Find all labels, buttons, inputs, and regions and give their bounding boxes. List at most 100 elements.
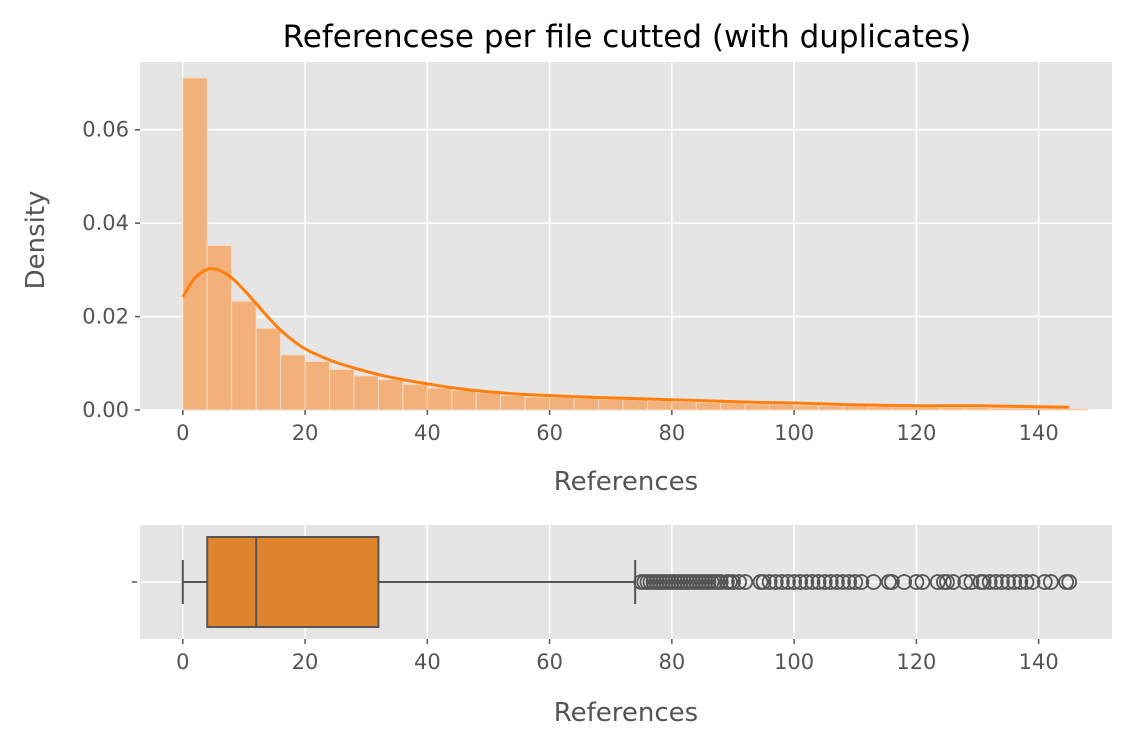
histogram-bar bbox=[744, 403, 771, 411]
outlier-point bbox=[810, 574, 827, 590]
outlier-point bbox=[841, 574, 858, 590]
outlier-point bbox=[896, 574, 913, 590]
boxplot-x-tick-label: 140 bbox=[1019, 650, 1059, 674]
histogram-bar bbox=[1013, 407, 1040, 411]
boxplot-x-tick-label: 80 bbox=[658, 650, 685, 674]
histogram-bar bbox=[255, 327, 282, 411]
boxplot-x-ticks: 0 20 40 60 80 100 120 140 bbox=[176, 639, 1059, 674]
histogram-bar bbox=[304, 360, 331, 411]
histogram-bars bbox=[182, 77, 1089, 411]
chart-title: Referencese per file cutted (with duplic… bbox=[283, 19, 972, 55]
histogram-bar bbox=[793, 404, 820, 411]
outlier-point bbox=[929, 574, 946, 590]
histogram-bar bbox=[231, 300, 257, 411]
outlier-point bbox=[798, 574, 815, 590]
histogram-y-ticks: 0.00 0.02 0.04 0.06 bbox=[82, 118, 140, 422]
histogram-bar bbox=[451, 389, 477, 411]
outlier-point bbox=[712, 574, 729, 590]
histogram-bar bbox=[402, 383, 428, 411]
boxplot-x-tick-label: 60 bbox=[536, 650, 563, 674]
boxplot-x-tick-label: 20 bbox=[292, 650, 319, 674]
outlier-point bbox=[939, 574, 955, 590]
outlier-point bbox=[804, 574, 821, 590]
outlier-point bbox=[1042, 574, 1059, 590]
histogram-bar bbox=[695, 402, 722, 411]
histogram-x-ticks: 0 20 40 60 80 100 120 140 bbox=[176, 410, 1059, 445]
outlier-point bbox=[957, 574, 974, 590]
y-axis-label: Density bbox=[21, 191, 51, 290]
histogram-bar bbox=[426, 387, 453, 411]
outlier-point bbox=[1036, 574, 1053, 590]
histogram-axes: 0 20 40 60 80 100 120 140 0.00 0.02 0.04 0.06 Refe… bbox=[21, 62, 1112, 497]
kde-line bbox=[181, 267, 1070, 409]
histogram-bar bbox=[280, 354, 306, 411]
outlier-point bbox=[1061, 574, 1078, 590]
histogram-bar bbox=[842, 405, 868, 411]
outlier-point bbox=[963, 574, 980, 590]
histogram-bar bbox=[964, 407, 991, 411]
histogram-bar bbox=[353, 375, 379, 411]
outlier-point bbox=[945, 574, 961, 590]
boxplot-marks bbox=[181, 536, 1078, 628]
box-iqr bbox=[206, 536, 380, 628]
outlier-point bbox=[865, 574, 882, 590]
outlier-point bbox=[908, 574, 925, 590]
histogram-bar bbox=[597, 398, 624, 411]
histogram-x-tick-label: 60 bbox=[536, 421, 563, 445]
histogram-x-tick-label: 120 bbox=[896, 421, 936, 445]
histogram-bar bbox=[989, 407, 1015, 411]
outlier-point bbox=[987, 574, 1004, 590]
outlier-point bbox=[975, 574, 992, 590]
histogram-y-tick-label: 0.00 bbox=[82, 398, 129, 422]
boxplot-x-tick-label: 0 bbox=[176, 650, 189, 674]
outlier-point bbox=[1000, 574, 1016, 590]
histogram-bar bbox=[720, 402, 746, 411]
histogram-x-tick-label: 100 bbox=[774, 421, 814, 445]
histogram-x-tick-label: 40 bbox=[414, 421, 441, 445]
histogram-x-axis-label: References bbox=[554, 467, 698, 497]
outlier-point bbox=[780, 574, 796, 590]
boxplot-x-tick-label: 120 bbox=[896, 650, 936, 674]
histogram-y-tick-label: 0.02 bbox=[82, 305, 129, 329]
histogram-bar bbox=[377, 379, 404, 411]
outlier-point bbox=[767, 574, 784, 590]
histogram-y-tick-label: 0.06 bbox=[82, 118, 129, 142]
histogram-bar bbox=[500, 395, 526, 411]
outlier-point bbox=[761, 574, 778, 590]
outlier-point bbox=[847, 574, 864, 590]
histogram-bar bbox=[549, 396, 575, 411]
histogram-bar bbox=[646, 400, 673, 411]
outlier-point bbox=[835, 574, 851, 590]
boxplot-x-tick-label: 40 bbox=[414, 650, 441, 674]
outlier-point bbox=[1012, 574, 1029, 590]
outlier-point bbox=[816, 574, 833, 590]
outlier-point bbox=[1024, 574, 1041, 590]
boxplot-x-axis-label: References bbox=[554, 698, 698, 728]
histogram-x-tick-label: 80 bbox=[658, 421, 685, 445]
outlier-point bbox=[822, 574, 839, 590]
histogram-plot-background bbox=[140, 62, 1112, 410]
outlier-point bbox=[853, 574, 870, 590]
outlier-point bbox=[755, 574, 772, 590]
histogram-bar bbox=[573, 397, 599, 411]
histogram-bar bbox=[622, 399, 648, 411]
histogram-bar bbox=[1062, 408, 1089, 411]
histogram-bar bbox=[475, 392, 502, 411]
histogram-bar bbox=[818, 405, 844, 411]
boxplot-x-tick-label: 100 bbox=[774, 650, 814, 674]
outlier-point bbox=[994, 574, 1010, 590]
histogram-x-tick-label: 0 bbox=[176, 421, 189, 445]
histogram-y-tick-label: 0.04 bbox=[82, 211, 129, 235]
outlier-point bbox=[1006, 574, 1023, 590]
boxplot-axes: 0 20 40 60 80 100 120 140 References bbox=[132, 525, 1112, 728]
outlier-point bbox=[786, 574, 803, 590]
histogram-bar bbox=[866, 406, 893, 411]
outlier-point bbox=[725, 574, 741, 590]
histogram-bar bbox=[329, 368, 355, 411]
histogram-x-tick-label: 140 bbox=[1019, 421, 1059, 445]
histogram-bar bbox=[940, 407, 966, 411]
outlier-point bbox=[792, 574, 809, 590]
outlier-point bbox=[981, 574, 998, 590]
histogram-x-tick-label: 20 bbox=[292, 421, 319, 445]
